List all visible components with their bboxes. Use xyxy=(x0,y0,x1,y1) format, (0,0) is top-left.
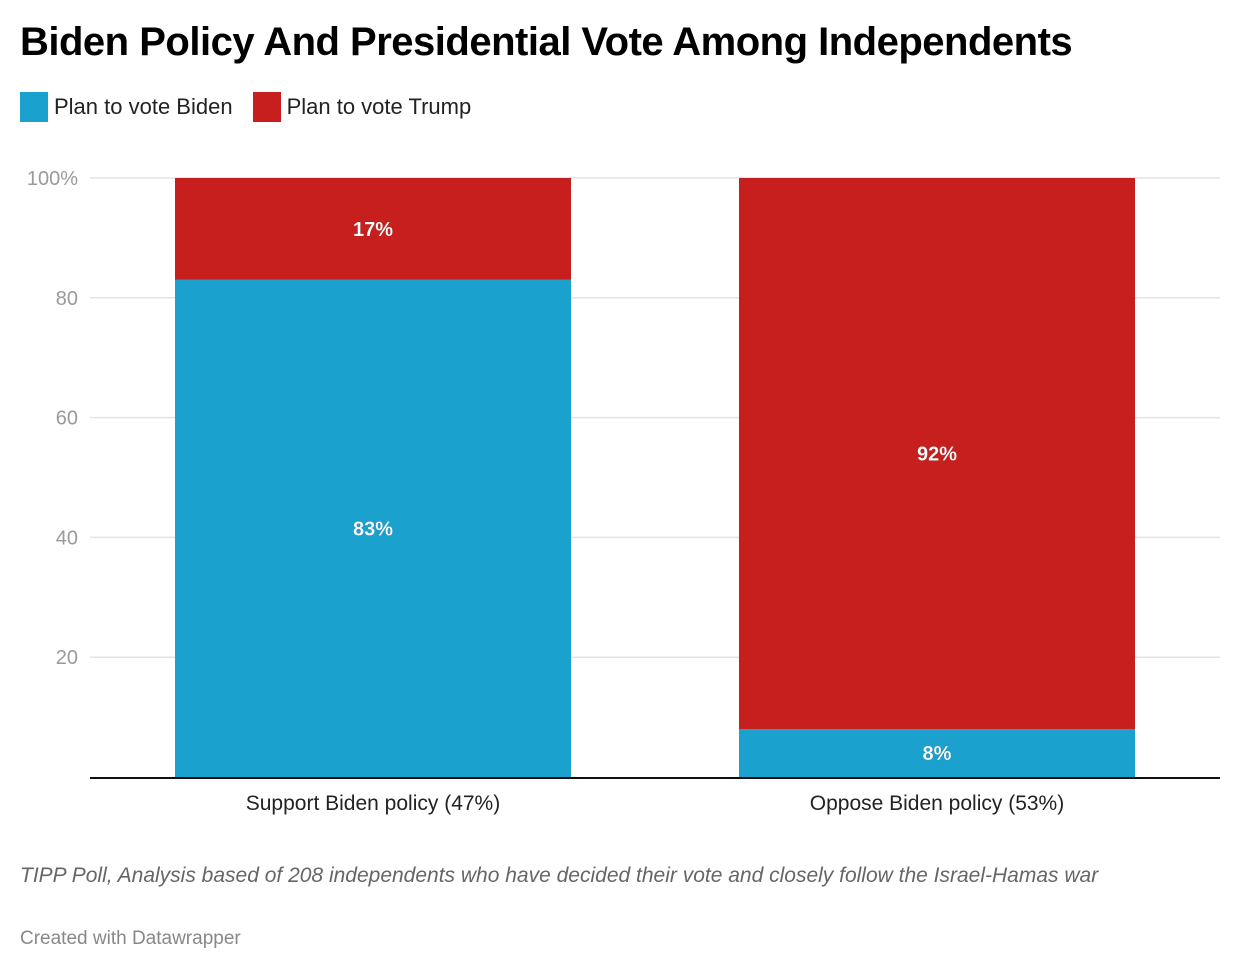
data-label: 8% xyxy=(923,743,952,765)
bar-segment xyxy=(739,178,1135,730)
legend-item-trump: Plan to vote Trump xyxy=(252,92,472,122)
legend-item-biden: Plan to vote Biden xyxy=(20,92,233,122)
bar-segment xyxy=(175,178,571,280)
y-tick-label: 80 xyxy=(56,288,78,310)
y-tick-label: 60 xyxy=(56,408,78,430)
chart-notes: TIPP Poll, Analysis based of 208 indepen… xyxy=(20,864,1099,887)
x-tick-label: Oppose Biden policy (53%) xyxy=(810,792,1064,815)
credit-line: Created with Datawrapper xyxy=(20,928,241,949)
legend-swatch-biden xyxy=(20,92,48,122)
chart-title: Biden Policy And Presidential Vote Among… xyxy=(20,20,1073,64)
y-tick-label: 20 xyxy=(56,647,78,669)
legend-swatch-trump xyxy=(252,92,281,122)
legend-label-trump: Plan to vote Trump xyxy=(286,94,472,119)
bar-segment xyxy=(175,279,571,777)
legend: Plan to vote Biden Plan to vote Trump xyxy=(20,92,491,122)
x-tick-label: Support Biden policy (47%) xyxy=(246,792,500,815)
stacked-bar-chart: 20 40 60 80 100% 83% 17% Support Biden policy (… xyxy=(27,168,1220,815)
y-tick-label: 100% xyxy=(27,168,78,190)
data-label: 83% xyxy=(353,518,393,540)
data-label: 17% xyxy=(353,219,393,241)
legend-label-biden: Plan to vote Biden xyxy=(54,94,233,119)
y-tick-label: 40 xyxy=(56,527,78,549)
data-label: 92% xyxy=(917,444,957,466)
bar-segment xyxy=(739,729,1135,777)
